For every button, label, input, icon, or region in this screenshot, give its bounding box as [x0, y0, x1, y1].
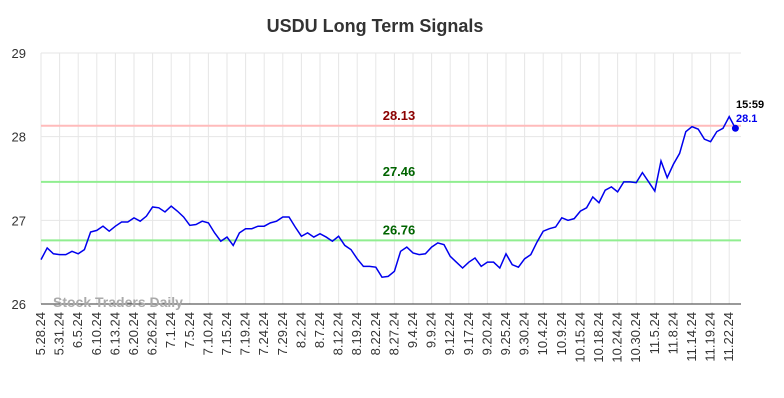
- x-tick-label: 6.10.24: [89, 312, 104, 355]
- x-tick-label: 9.17.24: [461, 312, 476, 355]
- price-line: [40, 114, 737, 279]
- x-tick-label: 9.4.24: [405, 312, 420, 348]
- x-tick-label: 11.19.24: [703, 312, 718, 362]
- x-tick-label: 8.12.24: [331, 312, 346, 355]
- x-tick-label: 9.12.24: [442, 312, 457, 355]
- x-tick-label: 6.13.24: [107, 312, 122, 355]
- last-value-label: 28.1: [736, 113, 757, 125]
- last-time: 15:59: [736, 99, 764, 111]
- signal-label: 26.76: [383, 222, 416, 237]
- x-tick-label: 7.24.24: [256, 312, 271, 355]
- signal-label: 27.46: [383, 164, 416, 179]
- x-tick-label: 5.28.24: [33, 312, 48, 355]
- chart-title: USDU Long Term Signals: [267, 16, 484, 36]
- y-tick-label: 28: [12, 130, 26, 145]
- x-tick-label: 7.10.24: [200, 312, 215, 355]
- x-tick-label: 7.1.24: [163, 312, 178, 348]
- x-tick-label: 7.5.24: [182, 312, 197, 348]
- x-tick-label: 10.30.24: [628, 312, 643, 363]
- x-tick-label: 8.27.24: [386, 312, 401, 355]
- x-tick-label: 8.22.24: [368, 312, 383, 355]
- x-tick-label: 7.15.24: [219, 312, 234, 355]
- y-tick-label: 27: [12, 213, 26, 228]
- x-tick-label: 11.8.24: [665, 312, 680, 354]
- x-tick-label: 10.24.24: [610, 312, 625, 363]
- x-tick-label: 8.19.24: [349, 312, 364, 355]
- x-tick-label: 6.20.24: [126, 312, 141, 355]
- x-tick-label: 11.14.24: [684, 312, 699, 362]
- x-tick-label: 10.18.24: [591, 312, 606, 363]
- x-tick-label: 11.5.24: [647, 312, 662, 354]
- x-tick-label: 9.20.24: [479, 312, 494, 355]
- y-tick-label: 29: [12, 46, 26, 61]
- last-point: [731, 124, 739, 132]
- x-tick-label: 5.31.24: [52, 312, 67, 355]
- x-tick-label: 8.7.24: [312, 312, 327, 348]
- x-tick-label: 6.5.24: [70, 312, 85, 348]
- x-tick-label: 9.25.24: [498, 312, 513, 355]
- y-tick-label: 26: [12, 297, 26, 312]
- x-tick-label: 7.19.24: [238, 312, 253, 355]
- x-tick-label: 11.22.24: [721, 312, 736, 362]
- x-tick-label: 10.4.24: [535, 312, 550, 355]
- x-tick-label: 10.9.24: [554, 312, 569, 355]
- signal-label: 28.13: [383, 108, 416, 123]
- x-tick-label: 9.9.24: [424, 312, 439, 348]
- watermark: Stock Traders Daily: [53, 294, 183, 310]
- x-tick-label: 10.15.24: [572, 312, 587, 363]
- x-tick-label: 8.2.24: [293, 312, 308, 348]
- x-tick-label: 7.29.24: [275, 312, 290, 355]
- x-tick-label: 6.26.24: [145, 312, 160, 355]
- x-tick-label: 9.30.24: [517, 312, 532, 355]
